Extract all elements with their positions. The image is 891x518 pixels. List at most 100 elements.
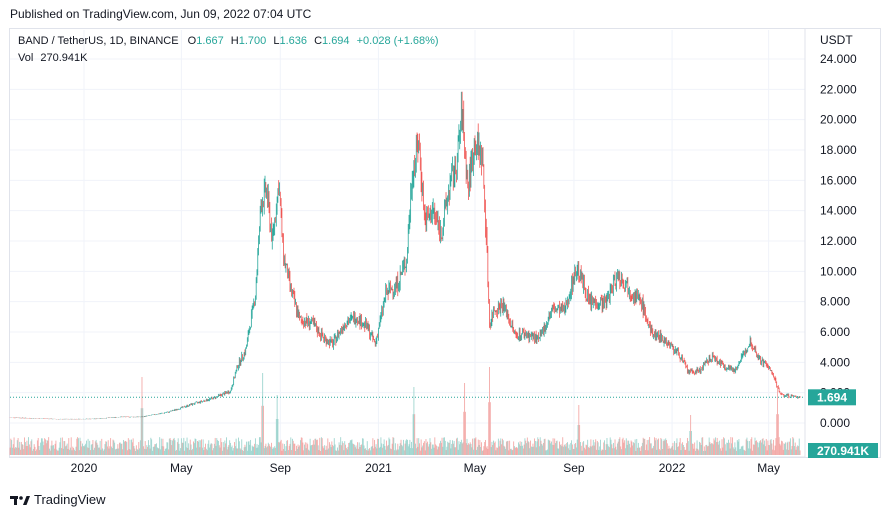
volume-bar (69, 449, 71, 455)
volume-bar (645, 450, 647, 455)
volume-bar (295, 450, 297, 455)
volume-bar (164, 450, 165, 455)
volume-bar (367, 450, 369, 455)
y-tick-label: 12.000 (820, 234, 857, 248)
volume-bar (143, 446, 145, 455)
volume-bar (276, 395, 278, 455)
volume-bar (487, 448, 489, 455)
volume-bar (479, 440, 481, 455)
volume-bar (769, 440, 771, 455)
volume-bar (495, 450, 497, 455)
volume-bar (417, 446, 419, 455)
volume-bar (283, 443, 285, 455)
volume-bar (571, 444, 573, 455)
volume-bar (300, 437, 302, 455)
volume-bar (620, 446, 622, 455)
volume-bar (187, 447, 189, 455)
volume-bar (399, 443, 401, 455)
volume-bar (363, 445, 365, 455)
volume-bar (689, 431, 691, 455)
volume-bar (461, 443, 463, 455)
volume-bar (292, 440, 294, 455)
volume-bar (631, 441, 633, 455)
volume-bar (28, 444, 30, 455)
volume-bar (194, 438, 196, 455)
volume-bar (118, 448, 120, 455)
volume-bar (270, 447, 272, 455)
volume-bar (633, 443, 635, 455)
volume-bar (234, 446, 236, 455)
volume-bar (89, 440, 91, 455)
volume-bar (481, 442, 482, 455)
volume-bar (441, 437, 443, 455)
volume-bar (767, 440, 769, 455)
volume-bar (444, 440, 446, 455)
volume-bar (41, 438, 43, 455)
volume-bar (678, 446, 680, 455)
volume-bar (304, 444, 305, 455)
volume-bar (71, 450, 73, 455)
volume-bar (125, 441, 127, 455)
tradingview-footer[interactable]: TradingView (10, 492, 106, 507)
volume-bar (127, 450, 128, 455)
volume-bar (654, 440, 656, 455)
volume-bar (499, 440, 501, 455)
volume-bar (9, 447, 11, 455)
volume-bar (72, 446, 74, 455)
volume-bar (642, 437, 644, 455)
volume-bar (426, 443, 428, 455)
volume-bar (753, 444, 755, 455)
volume-bar (155, 444, 157, 455)
volume-bar (227, 446, 229, 455)
volume-bar (316, 440, 318, 455)
volume-bar (191, 450, 193, 455)
volume-bar (193, 441, 194, 455)
volume-bar (561, 446, 563, 455)
volume-bar (651, 448, 653, 455)
volume-bar (782, 449, 784, 455)
symbol-info[interactable]: BAND / TetherUS, 1D, BINANCE (18, 35, 179, 47)
volume-bar (124, 440, 126, 455)
volume-bar (588, 447, 590, 455)
volume-bar (490, 447, 492, 455)
volume-bar (462, 442, 464, 455)
volume-bar (401, 444, 403, 455)
volume-bar (715, 437, 717, 455)
volume-bar (60, 437, 62, 455)
volume-bar (497, 438, 499, 455)
volume-bar (275, 447, 276, 455)
volume-bar (154, 444, 156, 455)
volume-bar (513, 441, 515, 455)
volume-bar (337, 450, 339, 455)
volume-bar (629, 447, 631, 455)
volume-bar (334, 444, 336, 455)
volume-bar (141, 377, 143, 455)
volume-bar (322, 446, 324, 455)
volume-bar (351, 439, 353, 455)
volume-bar (204, 447, 206, 455)
volume-bar (113, 440, 115, 455)
volume-bar (315, 438, 317, 455)
volume-bar (655, 438, 657, 455)
volume-bar (176, 449, 178, 455)
volume-bar (179, 450, 181, 455)
volume-bar (100, 449, 102, 455)
volume-bar (661, 439, 663, 455)
volume-bar (144, 441, 146, 455)
volume-bar (223, 447, 225, 455)
volume-bar (76, 438, 78, 455)
volume-bar (53, 445, 54, 455)
volume-bar (395, 450, 397, 455)
last-volume-badge (808, 443, 878, 458)
volume-bar (402, 439, 404, 455)
close-value: 1.694 (322, 35, 350, 47)
volume-bar (74, 450, 76, 455)
volume-bar (759, 441, 761, 455)
volume-bar (77, 437, 79, 455)
volume-bar (790, 449, 792, 455)
volume-bar (761, 439, 763, 455)
tradingview-logo-icon (10, 495, 30, 505)
volume-bar (746, 437, 748, 455)
volume-bar (526, 443, 527, 455)
